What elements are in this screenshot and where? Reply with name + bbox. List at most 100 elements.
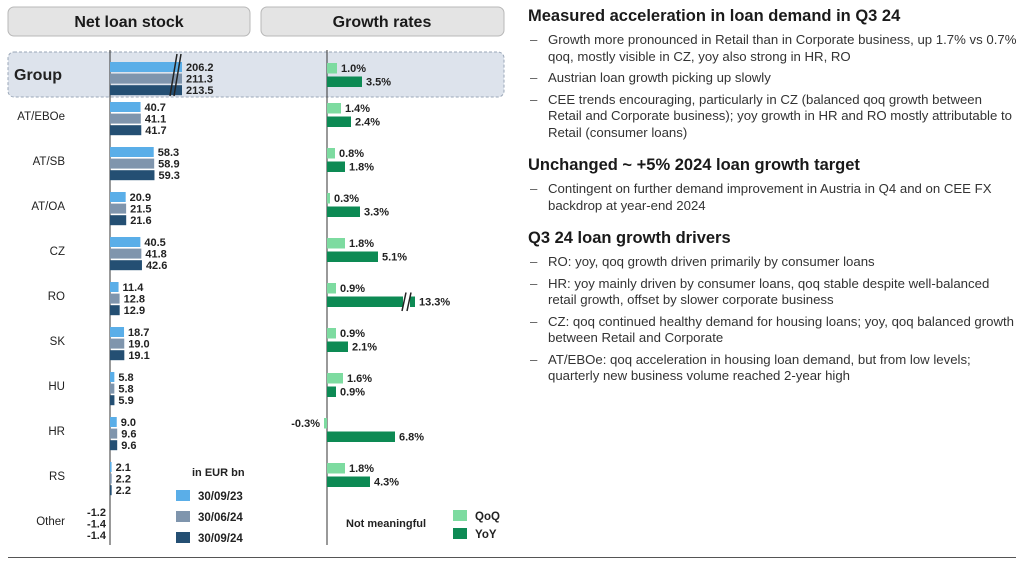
stock-bar (110, 293, 120, 304)
commentary-section: Unchanged ~ +5% 2024 loan growth target C… (528, 155, 1018, 214)
stock-bar (110, 473, 112, 484)
stock-value-label: 2.1 (116, 462, 131, 474)
stock-value-label: 213.5 (186, 85, 214, 97)
growth-bar (327, 103, 341, 114)
stock-bar (110, 170, 155, 181)
growth-bar (327, 431, 395, 442)
bullet-item: Contingent on further demand improvement… (528, 181, 1018, 214)
section-title: Measured acceleration in loan demand in … (528, 7, 901, 25)
axis-break-mark (401, 292, 407, 312)
stock-bar (110, 73, 182, 84)
growth-value-label: 4.3% (374, 477, 399, 489)
axis-break-mark (169, 53, 178, 97)
growth-bar (327, 76, 362, 87)
stock-value-label: 40.7 (145, 102, 166, 114)
stock-bar (110, 215, 127, 226)
stock-bar (110, 462, 112, 472)
not-meaningful-label: Not meaningful (346, 518, 426, 530)
stock-value-label: 18.7 (128, 327, 149, 339)
stock-bar (110, 383, 115, 394)
legend-swatch (176, 490, 190, 501)
stock-value-label: 41.1 (145, 113, 166, 125)
stock-value-label: 206.2 (186, 62, 214, 74)
growth-bar (327, 296, 415, 307)
growth-value-label: 0.9% (340, 328, 365, 340)
stock-value-label: 58.3 (158, 147, 179, 159)
growth-bar (327, 476, 370, 487)
stock-bar (110, 248, 142, 259)
stock-value-label: 2.2 (116, 473, 131, 485)
stock-bar (110, 260, 142, 271)
stock-bar (110, 192, 126, 202)
growth-value-label: 0.3% (334, 193, 359, 205)
growth-value-label: 5.1% (382, 252, 407, 264)
growth-bar (327, 63, 337, 74)
growth-value-label: 2.4% (355, 117, 380, 129)
bullet-item: AT/EBOe: qoq acceleration in housing loa… (528, 352, 1018, 385)
growth-value-label: 1.0% (341, 63, 366, 75)
growth-value-label: 13.3% (419, 297, 450, 309)
stock-bar (110, 158, 155, 169)
section-title: Q3 24 loan growth drivers (528, 229, 731, 247)
stock-value-label: 20.9 (130, 192, 151, 204)
bullet-list: Growth more pronounced in Retail than in… (528, 32, 1018, 141)
category-label-at-sb: AT/SB (33, 156, 66, 168)
stock-bar (110, 372, 115, 382)
stock-bar (110, 102, 141, 112)
axis-break-gap (403, 292, 410, 311)
stock-bar (110, 125, 142, 136)
stock-value-label: 5.8 (118, 383, 133, 395)
loan-stock-title: Net loan stock (74, 14, 183, 31)
stock-bar (110, 417, 117, 427)
stock-bar (110, 203, 127, 214)
commentary-section: Measured acceleration in loan demand in … (528, 6, 1018, 141)
section-title: Unchanged ~ +5% 2024 loan growth target (528, 156, 860, 174)
stock-value-label: 9.6 (121, 428, 136, 440)
stock-value-label: 12.8 (124, 293, 145, 305)
stock-bar (110, 350, 125, 361)
growth-bar (327, 251, 378, 262)
group-highlight (7, 51, 505, 98)
category-label-at-eboe: AT/EBOe (17, 111, 65, 123)
axis-break-mark (406, 292, 412, 312)
stock-bar (110, 113, 141, 124)
category-label-at-oa: AT/OA (31, 201, 65, 213)
category-label-sk: SK (50, 336, 66, 348)
bullet-item: HR: yoy mainly driven by consumer loans,… (528, 276, 1018, 309)
growth-bar (324, 418, 327, 429)
growth-value-label: -0.3% (291, 418, 320, 430)
growth-bar (327, 328, 336, 339)
stock-bar (110, 327, 125, 337)
growth-bar (327, 341, 348, 352)
stock-bar (110, 338, 125, 349)
category-label-ro: RO (48, 291, 65, 303)
growth-value-label: 2.1% (352, 342, 377, 354)
stock-value-label: 5.8 (118, 372, 133, 384)
axis-break-mark (173, 53, 182, 97)
legend-label: 30/09/23 (198, 491, 243, 503)
legend-swatch (453, 528, 467, 539)
stock-value-label: -1.4 (87, 530, 107, 542)
growth-value-label: 0.8% (339, 148, 364, 160)
bullet-item: CEE trends encouraging, particularly in … (528, 92, 1018, 142)
stock-bar (110, 282, 119, 292)
stock-value-label: 19.0 (128, 338, 149, 350)
growth-bar (327, 373, 343, 384)
stock-bar (110, 428, 118, 439)
growth-value-label: 0.9% (340, 283, 365, 295)
growth-bar (327, 386, 336, 397)
legend-label: QoQ (475, 511, 500, 523)
growth-value-label: 1.8% (349, 238, 374, 250)
category-label-hr: HR (48, 426, 65, 438)
legend-label: 30/09/24 (198, 533, 243, 545)
commentary-section: Q3 24 loan growth drivers RO: yoy, qoq gr… (528, 228, 1018, 385)
stock-value-label: 42.6 (146, 260, 167, 272)
stock-bar (110, 147, 154, 157)
legend-label: 30/06/24 (198, 512, 243, 524)
stock-bar (110, 395, 115, 406)
stock-bar (110, 237, 141, 247)
bullet-item: Austrian loan growth picking up slowly (528, 70, 1018, 87)
stock-value-label: 9.6 (121, 440, 136, 452)
stock-value-label: 5.9 (118, 395, 133, 407)
stock-value-label: 2.2 (116, 485, 131, 497)
